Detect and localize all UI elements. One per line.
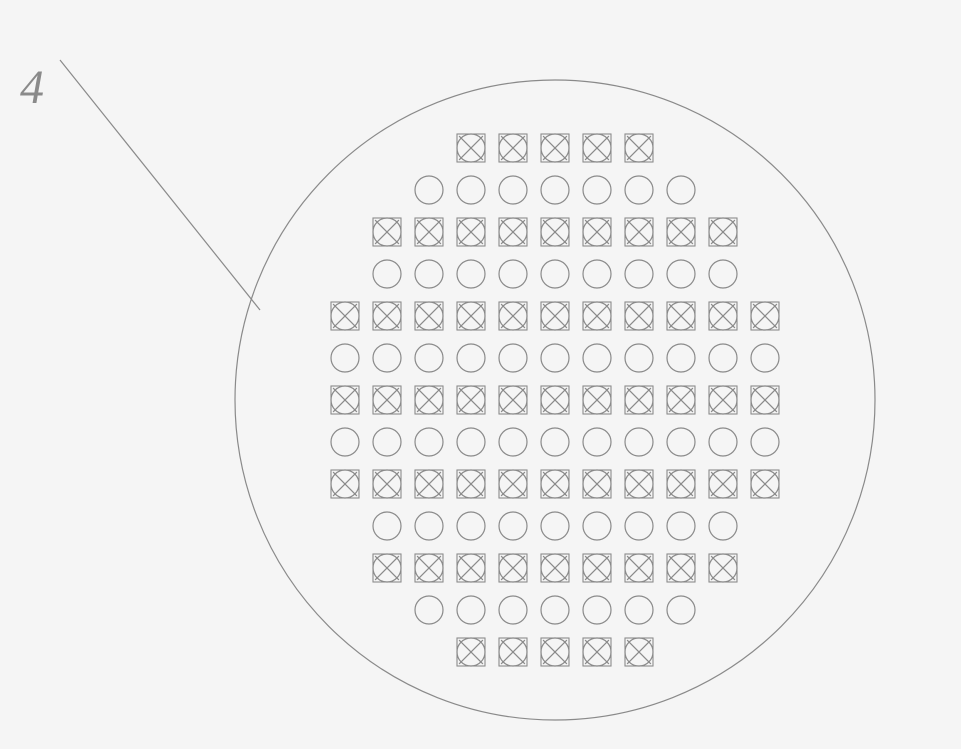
marker-open [709, 344, 737, 372]
marker-open [667, 260, 695, 288]
marker-open [583, 428, 611, 456]
leader-line [60, 60, 260, 310]
marker-open [415, 260, 443, 288]
marker-open [373, 260, 401, 288]
marker-open [709, 260, 737, 288]
marker-open [457, 512, 485, 540]
marker-open [667, 512, 695, 540]
marker-open [373, 512, 401, 540]
marker-open [583, 260, 611, 288]
marker-open [331, 428, 359, 456]
marker-open [415, 176, 443, 204]
marker-open [373, 344, 401, 372]
marker-open [373, 428, 401, 456]
marker-open [751, 428, 779, 456]
marker-open [541, 596, 569, 624]
marker-open [667, 176, 695, 204]
marker-open [667, 596, 695, 624]
marker-open [541, 428, 569, 456]
marker-open [667, 344, 695, 372]
callout-label-4: 4 [20, 60, 44, 115]
marker-open [415, 428, 443, 456]
marker-open [625, 512, 653, 540]
marker-open [541, 176, 569, 204]
marker-open [541, 260, 569, 288]
marker-open [625, 344, 653, 372]
marker-open [625, 596, 653, 624]
marker-open [331, 344, 359, 372]
marker-open [457, 596, 485, 624]
marker-open [457, 344, 485, 372]
marker-open [541, 512, 569, 540]
diagram-svg [0, 0, 961, 749]
marker-open [457, 428, 485, 456]
marker-open [583, 596, 611, 624]
marker-open [709, 428, 737, 456]
marker-open [625, 428, 653, 456]
marker-open [751, 344, 779, 372]
marker-open [583, 344, 611, 372]
marker-open [499, 260, 527, 288]
marker-open [499, 344, 527, 372]
marker-open [457, 176, 485, 204]
marker-open [541, 344, 569, 372]
marker-open [457, 260, 485, 288]
marker-open [415, 344, 443, 372]
marker-open [499, 596, 527, 624]
marker-open [625, 260, 653, 288]
marker-open [667, 428, 695, 456]
marker-open [415, 512, 443, 540]
marker-open [583, 512, 611, 540]
marker-open [499, 428, 527, 456]
marker-open [499, 512, 527, 540]
marker-open [583, 176, 611, 204]
marker-open [625, 176, 653, 204]
marker-open [415, 596, 443, 624]
marker-open [499, 176, 527, 204]
marker-open [709, 512, 737, 540]
